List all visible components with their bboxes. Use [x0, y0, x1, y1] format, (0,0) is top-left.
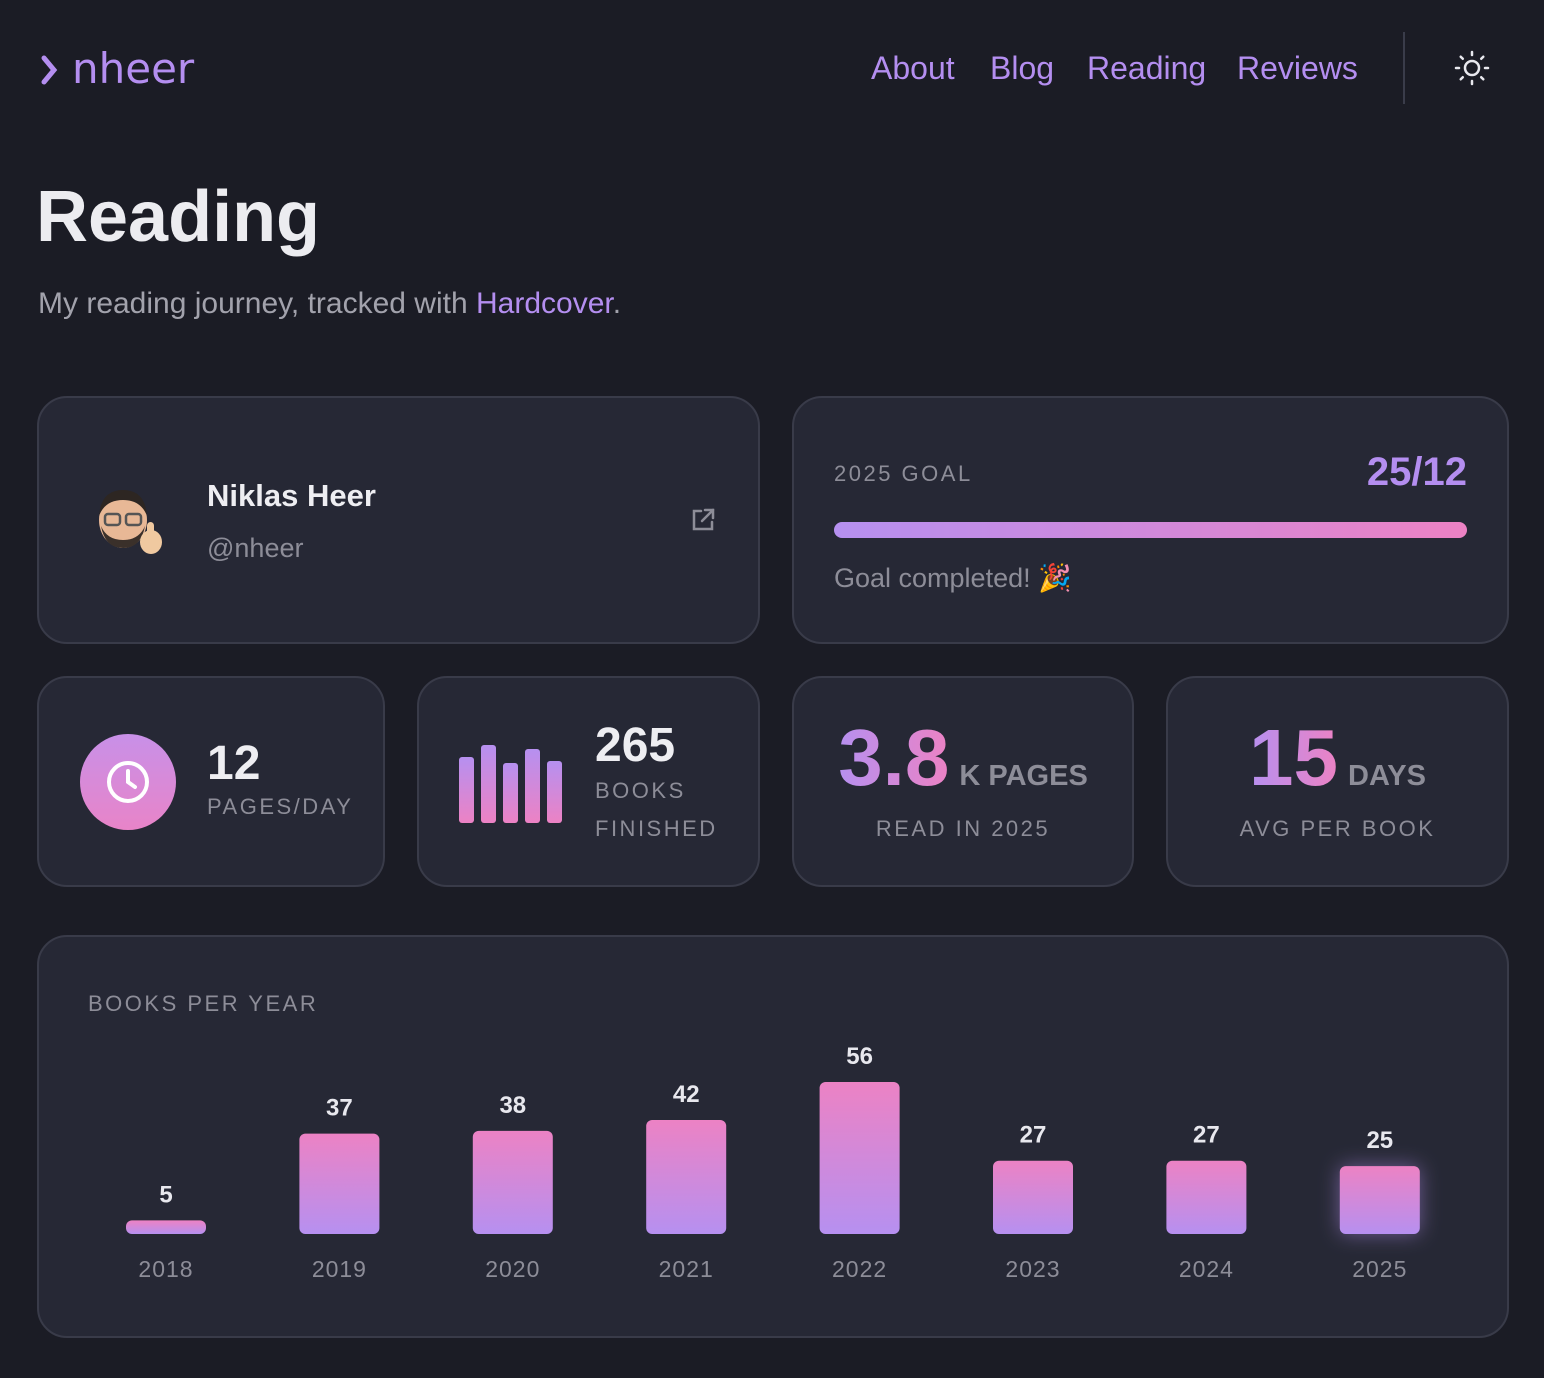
goal-progress: 25/12	[1366, 450, 1467, 494]
goal-label: 2025 GOAL	[834, 461, 973, 486]
value-label: 27	[1020, 1122, 1047, 1149]
stat-card: 15 DAYS AVG PER BOOK	[1166, 676, 1509, 887]
value-label: 37	[326, 1095, 353, 1122]
stat-caption: AVG PER BOOK	[1239, 816, 1436, 841]
stat-unit: K PAGES	[959, 760, 1088, 792]
nav-link[interactable]: About	[871, 50, 955, 86]
subtitle-end: .	[612, 287, 622, 320]
stat-value: 3.8	[838, 713, 950, 802]
bar	[819, 1082, 900, 1234]
x-tick-label: 2024	[1179, 1256, 1234, 1282]
profile-card[interactable]: Niklas Heer @nheer	[37, 396, 760, 644]
value-label: 56	[846, 1043, 873, 1070]
stat-row: 3.8 K PAGES	[794, 712, 1132, 804]
bar	[646, 1120, 727, 1234]
theme-toggle[interactable]	[1454, 50, 1490, 86]
x-tick-label: 2019	[312, 1256, 367, 1282]
logo[interactable]: nheer	[72, 44, 195, 93]
bars-icon	[459, 745, 562, 823]
stat-value: 12	[207, 737, 261, 790]
avatar	[99, 490, 162, 554]
stat-card: 3.8 K PAGES READ IN 2025	[792, 676, 1134, 887]
nav-link[interactable]: Blog	[990, 50, 1055, 86]
x-tick-label: 2025	[1352, 1256, 1407, 1282]
bar	[299, 1133, 380, 1234]
x-tick-label: 2022	[832, 1256, 887, 1282]
external-link-icon[interactable]	[689, 506, 717, 534]
goal-status: Goal completed! 🎉	[834, 563, 1072, 593]
hardcover-link[interactable]: Hardcover	[475, 287, 613, 320]
stat-unit: PAGES/DAY	[207, 794, 354, 819]
stat-value: 265	[595, 719, 676, 772]
stat-card: 265 BOOKS FINISHED	[417, 676, 760, 887]
value-label: 38	[499, 1092, 526, 1119]
value-label: 25	[1366, 1127, 1393, 1154]
bar	[126, 1220, 206, 1234]
nav-divider	[1403, 32, 1405, 104]
page-title: Reading	[36, 177, 321, 257]
chart-card: BOOKS PER YEAR	[37, 935, 1509, 1338]
logo-chevron	[41, 55, 58, 85]
nav-link[interactable]: Reviews	[1237, 50, 1358, 86]
page-subtitle: My reading journey, tracked with Hardcov…	[38, 287, 621, 321]
stat-unit: BOOKS FINISHED	[595, 778, 718, 841]
x-tick-label: 2023	[1005, 1256, 1060, 1282]
value-label: 27	[1193, 1122, 1220, 1149]
stat-caption: READ IN 2025	[875, 816, 1051, 841]
stat-unit: DAYS	[1348, 760, 1426, 792]
chart-title: BOOKS PER YEAR	[88, 991, 319, 1016]
subtitle-text: My reading journey, tracked with	[38, 287, 476, 320]
x-tick-label: 2021	[659, 1256, 714, 1282]
x-tick-label: 2018	[138, 1256, 193, 1282]
clock-icon	[80, 734, 176, 830]
bar	[1166, 1160, 1247, 1234]
stat-row: 15 DAYS	[1168, 712, 1507, 804]
bar	[1339, 1166, 1420, 1234]
nav-link[interactable]: Reading	[1087, 50, 1207, 86]
goal-progress-bar	[834, 522, 1467, 538]
value-label: 42	[673, 1081, 700, 1108]
profile-name: Niklas Heer	[207, 478, 376, 513]
goal-card: 2025 GOAL 25/12 Goal completed! 🎉	[792, 396, 1509, 644]
chart: 5 2018 37 2019 38 2020 42 2021 56 2022 27 2023 27 202…	[126, 1043, 1420, 1282]
profile-handle: @nheer	[207, 533, 304, 563]
bar	[993, 1160, 1073, 1234]
x-tick-label: 2020	[485, 1256, 540, 1282]
stat-value: 15	[1249, 713, 1339, 802]
value-label: 5	[159, 1181, 172, 1208]
stat-card: 12 PAGES/DAY	[37, 676, 385, 887]
bar	[472, 1130, 553, 1234]
